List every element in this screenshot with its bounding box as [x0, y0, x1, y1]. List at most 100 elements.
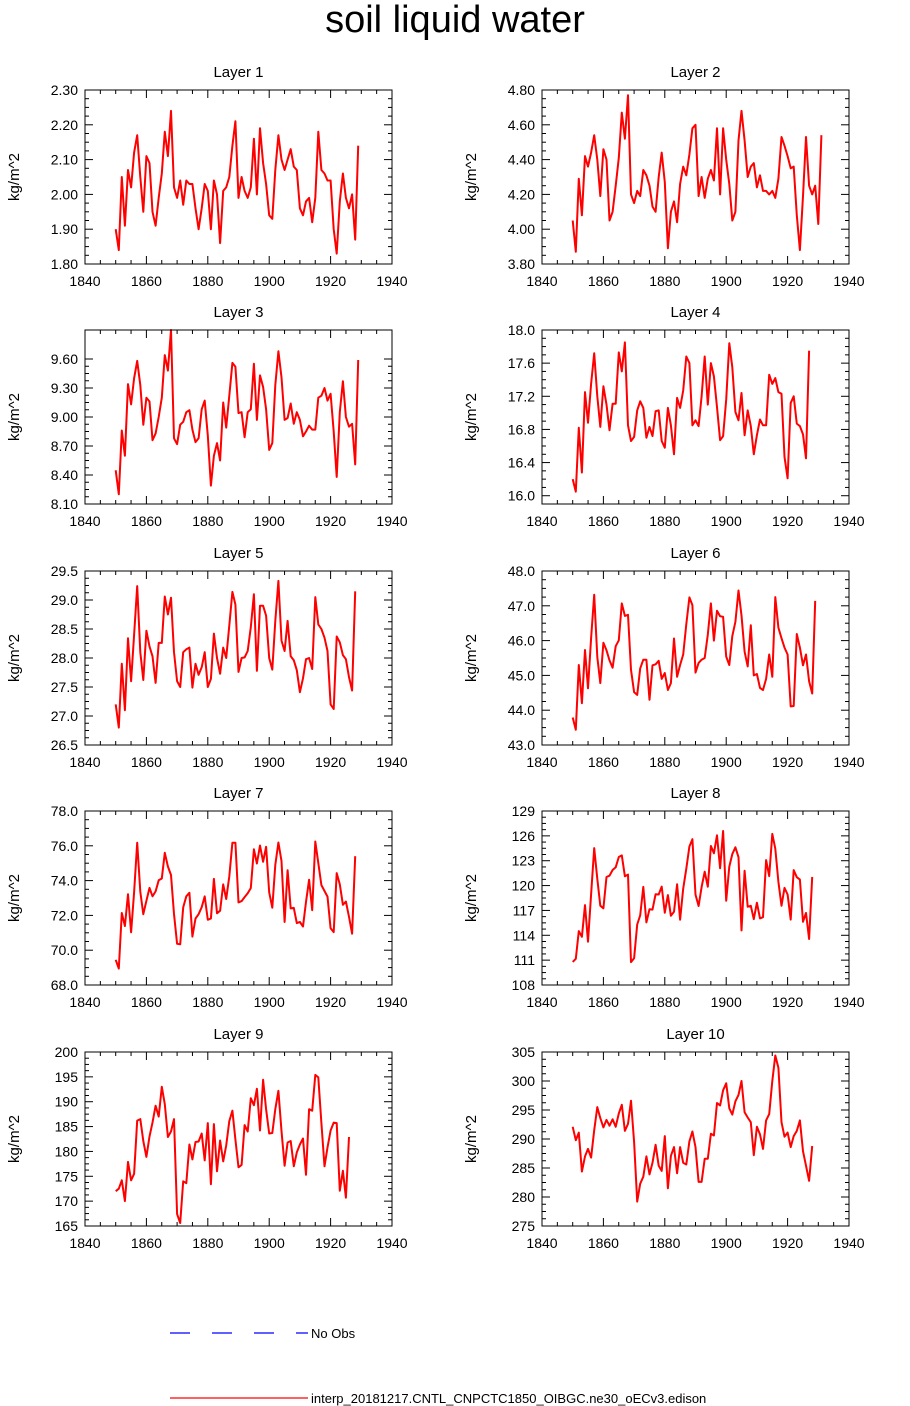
- y-tick-label: 117: [513, 902, 536, 918]
- x-tick-label: 1880: [192, 513, 223, 529]
- x-tick-label: 1920: [315, 513, 346, 529]
- x-tick-label: 1860: [131, 754, 162, 770]
- y-tick-label: 76.0: [51, 838, 78, 854]
- y-tick-label: 305: [512, 1044, 536, 1060]
- y-tick-label: 2.10: [51, 152, 78, 168]
- y-tick-label: 8.10: [51, 496, 78, 512]
- y-tick-label: 46.0: [508, 633, 535, 649]
- y-tick-label: 2.20: [51, 117, 78, 133]
- x-tick-label: 1940: [376, 754, 407, 770]
- plot-frame: [541, 89, 850, 265]
- panel-title: Layer 6: [670, 545, 720, 562]
- x-tick-label: 1880: [649, 754, 680, 770]
- y-tick-label: 8.40: [51, 467, 78, 483]
- x-tick-label: 1940: [833, 994, 864, 1010]
- x-tick-label: 1920: [772, 754, 803, 770]
- plot-frame: [541, 810, 850, 986]
- y-tick-label: 4.20: [508, 186, 535, 202]
- chart-panel: Layer 4 kg/m^2 1840 1860 1880 1900 1920 1940 16.…: [463, 304, 865, 529]
- chart-panel: Layer 3 kg/m^2 1840 1860 1880 1900 1920 1940 8.1…: [6, 304, 408, 529]
- x-tick-label: 1840: [69, 273, 100, 289]
- x-tick-label: 1920: [772, 513, 803, 529]
- y-tick-label: 300: [512, 1073, 536, 1089]
- panel-title: Layer 3: [213, 304, 263, 321]
- series-line: [114, 109, 360, 255]
- y-tick-label: 74.0: [51, 873, 78, 889]
- x-tick-label: 1860: [588, 994, 619, 1010]
- y-tick-label: 123: [512, 853, 536, 869]
- y-tick-label: 280: [512, 1189, 536, 1205]
- y-tick-label: 126: [512, 828, 536, 844]
- y-tick-label: 2.30: [51, 82, 78, 98]
- x-tick-label: 1920: [315, 273, 346, 289]
- y-tick-label: 18.0: [508, 322, 535, 338]
- y-tick-label: 175: [55, 1168, 79, 1184]
- x-tick-label: 1840: [69, 513, 100, 529]
- plot-frame: [84, 329, 393, 505]
- y-axis-label: kg/m^2: [463, 393, 480, 441]
- chart-panel: Layer 1 kg/m^2 1840 1860 1880 1900 1920 1940 1.8…: [6, 64, 408, 289]
- y-tick-label: 1.90: [51, 221, 78, 237]
- x-tick-label: 1900: [254, 1235, 285, 1251]
- y-tick-label: 9.30: [51, 380, 78, 396]
- y-tick-label: 185: [55, 1119, 79, 1135]
- chart-panel: Layer 7 kg/m^2 1840 1860 1880 1900 1920 1940 68.…: [6, 785, 408, 1010]
- x-tick-label: 1940: [833, 273, 864, 289]
- legend-obs-label: No Obs: [311, 1326, 356, 1341]
- y-tick-label: 28.0: [51, 650, 78, 666]
- x-tick-label: 1860: [131, 273, 162, 289]
- y-tick-label: 4.60: [508, 117, 535, 133]
- x-tick-label: 1860: [588, 513, 619, 529]
- plot-frame: [84, 810, 393, 986]
- x-tick-label: 1840: [69, 754, 100, 770]
- y-tick-label: 27.5: [51, 679, 78, 695]
- plot-frame: [541, 570, 850, 746]
- legend-model-label: interp_20181217.CNTL_CNPCTC1850_OIBGC.ne…: [311, 1391, 706, 1406]
- y-tick-label: 9.60: [51, 351, 78, 367]
- y-tick-label: 9.00: [51, 409, 78, 425]
- y-tick-label: 120: [512, 878, 536, 894]
- y-tick-label: 2.00: [51, 186, 78, 202]
- y-tick-label: 17.6: [508, 355, 535, 371]
- y-tick-label: 4.80: [508, 82, 535, 98]
- y-tick-label: 111: [514, 952, 535, 968]
- panel-title: Layer 1: [213, 64, 263, 81]
- x-tick-label: 1840: [526, 994, 557, 1010]
- x-tick-label: 1880: [192, 1235, 223, 1251]
- x-tick-label: 1900: [254, 513, 285, 529]
- x-tick-label: 1920: [315, 754, 346, 770]
- x-tick-label: 1900: [254, 754, 285, 770]
- plot-frame: [541, 329, 850, 505]
- x-tick-label: 1880: [649, 513, 680, 529]
- y-axis-label: kg/m^2: [6, 393, 23, 441]
- x-tick-label: 1900: [711, 273, 742, 289]
- y-axis-label: kg/m^2: [6, 1115, 23, 1163]
- x-tick-label: 1860: [588, 754, 619, 770]
- series-line: [114, 329, 360, 496]
- series-line: [571, 589, 817, 731]
- y-tick-label: 129: [512, 803, 536, 819]
- figure-title: soil liquid water: [325, 0, 585, 41]
- x-tick-label: 1880: [649, 1235, 680, 1251]
- chart-panel: Layer 6 kg/m^2 1840 1860 1880 1900 1920 1940 43.…: [463, 545, 865, 770]
- chart-panel: Layer 5 kg/m^2 1840 1860 1880 1900 1920 1940 26.…: [6, 545, 408, 770]
- x-tick-label: 1940: [833, 513, 864, 529]
- y-tick-label: 4.40: [508, 152, 535, 168]
- x-tick-label: 1880: [192, 273, 223, 289]
- series-line: [571, 341, 811, 493]
- y-axis-label: kg/m^2: [463, 153, 480, 201]
- x-tick-label: 1880: [192, 754, 223, 770]
- series-line: [115, 1073, 350, 1224]
- chart-panel: Layer 9 kg/m^2 1840 1860 1880 1900 1920 1940 165…: [6, 1026, 408, 1251]
- y-tick-label: 16.0: [508, 488, 535, 504]
- y-axis-label: kg/m^2: [463, 874, 480, 922]
- x-tick-label: 1900: [711, 1235, 742, 1251]
- x-tick-label: 1940: [833, 754, 864, 770]
- y-tick-label: 114: [513, 927, 536, 943]
- y-tick-label: 16.8: [508, 421, 535, 437]
- y-tick-label: 108: [512, 977, 536, 993]
- x-tick-label: 1940: [376, 994, 407, 1010]
- y-tick-label: 70.0: [51, 942, 78, 958]
- x-tick-label: 1940: [376, 513, 407, 529]
- x-tick-label: 1880: [649, 994, 680, 1010]
